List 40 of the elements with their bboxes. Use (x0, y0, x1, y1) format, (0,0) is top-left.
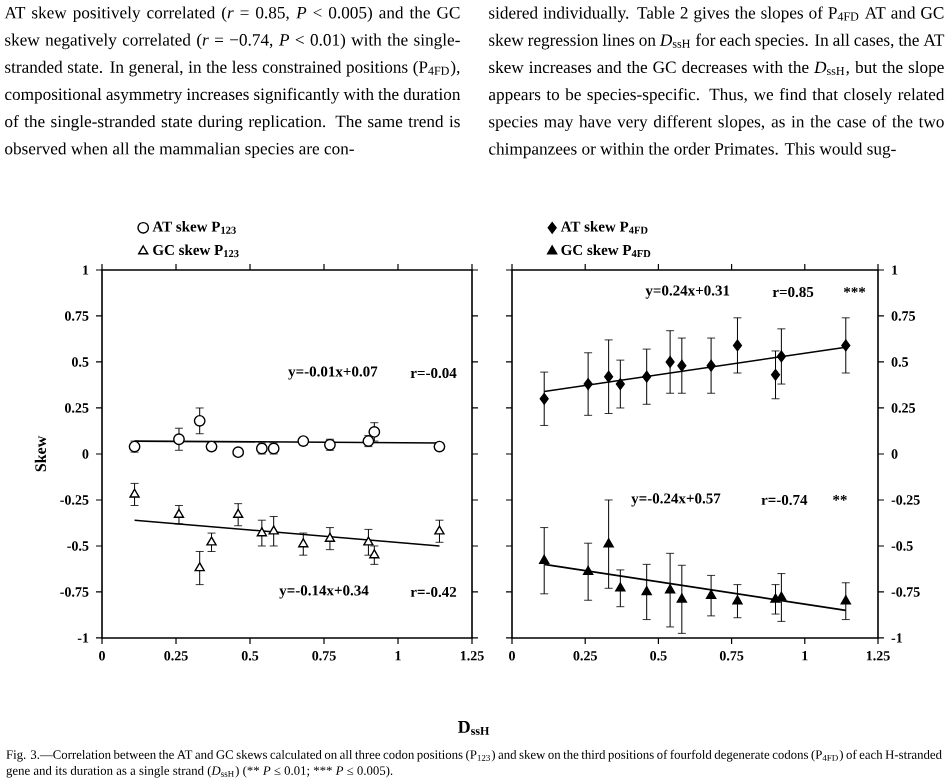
point (268, 525, 279, 535)
text: AT skew positively correlated (r = 0.85, P < 0.005) and the GC skew negatively correlated (r = −0.74, P < 0.01) with the single-stranded state. In general, in the less constrained positions (P$_{4FD}$), compositional asymmetry increases significantly with the duration of the single-stranded state during replication. The same trend is observed when all the mammalian species are con- (4, 6, 461, 158)
point (665, 356, 675, 368)
point (770, 368, 781, 381)
point (368, 426, 381, 438)
point (583, 378, 593, 390)
point (664, 584, 676, 594)
text: sidered individually. Table 2 gives the slopes of P$_{4FD}$ AT and GC skew regression lines on D$_{ssH}$ for each species. In all cases, the AT skew increases and the GC decreases with the D$_{ssH}$, but the slope appears to be species-specific. Thus, we find that closely related species may have very different slopes, as in the case of the two chimpanzees or within the order Primates. This would sug- (489, 6, 945, 159)
point (676, 593, 688, 603)
point (603, 538, 614, 548)
point (840, 595, 851, 605)
point (732, 595, 743, 605)
point (129, 488, 140, 498)
point (232, 508, 244, 518)
point (173, 433, 185, 446)
point (434, 525, 445, 535)
point (841, 339, 851, 352)
point (298, 538, 309, 548)
y-axis-title: Skew (34, 435, 47, 472)
point (206, 536, 217, 546)
point (582, 565, 594, 576)
point (194, 562, 205, 572)
point (642, 370, 652, 383)
point (363, 536, 374, 546)
point (615, 582, 626, 592)
point (193, 414, 206, 427)
point (324, 532, 336, 542)
point (705, 589, 717, 599)
point (776, 350, 786, 363)
point (615, 378, 625, 390)
point (732, 339, 743, 352)
point (173, 508, 185, 518)
point (677, 359, 687, 372)
point (539, 392, 549, 405)
point (706, 359, 716, 372)
point (604, 370, 614, 383)
point (641, 586, 652, 596)
point (539, 554, 550, 564)
point (256, 527, 268, 537)
x-axis-title: D$_{ssH}$ (457, 721, 490, 735)
